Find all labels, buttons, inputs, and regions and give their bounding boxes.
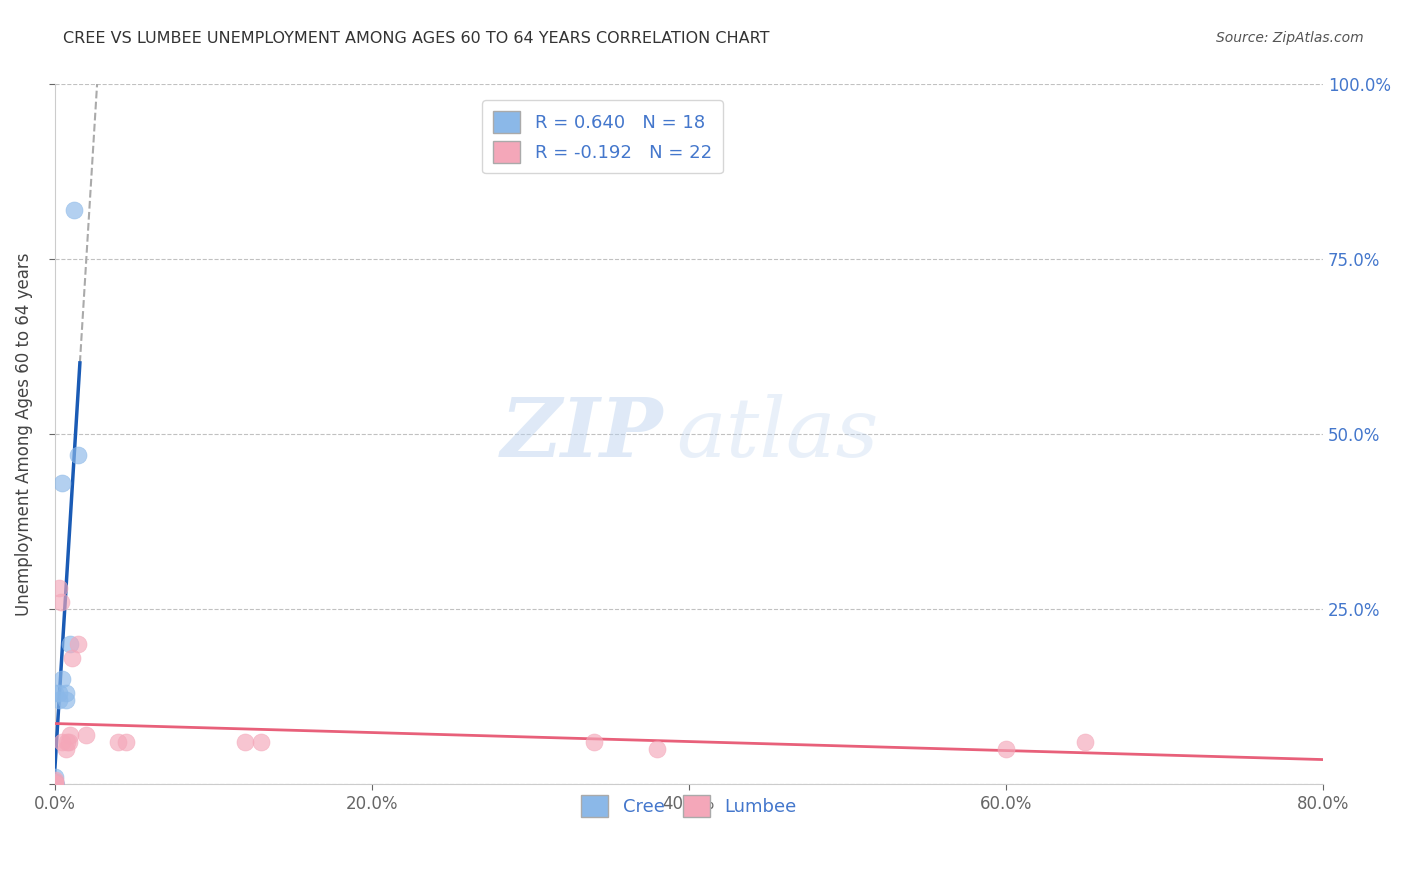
Point — [62, 203, 84, 218]
Point — [44, 686, 66, 700]
Point — [44, 777, 66, 791]
Text: CREE VS LUMBEE UNEMPLOYMENT AMONG AGES 60 TO 64 YEARS CORRELATION CHART: CREE VS LUMBEE UNEMPLOYMENT AMONG AGES 6… — [63, 31, 769, 46]
Point — [51, 673, 73, 687]
Point — [44, 777, 66, 791]
Point — [51, 735, 73, 749]
Point — [56, 735, 79, 749]
Point — [249, 735, 271, 749]
Point — [67, 637, 90, 651]
Point — [59, 637, 82, 651]
Point — [44, 776, 66, 790]
Point — [44, 777, 66, 791]
Point — [1074, 735, 1097, 749]
Point — [55, 686, 77, 700]
Point — [44, 777, 66, 791]
Point — [49, 595, 72, 609]
Y-axis label: Unemployment Among Ages 60 to 64 years: Unemployment Among Ages 60 to 64 years — [15, 252, 32, 616]
Point — [44, 777, 66, 791]
Point — [59, 728, 82, 742]
Point — [44, 771, 66, 785]
Point — [994, 742, 1017, 756]
Text: ZIP: ZIP — [501, 394, 664, 475]
Point — [44, 773, 66, 788]
Point — [75, 728, 97, 742]
Point — [645, 742, 668, 756]
Point — [233, 735, 256, 749]
Text: Source: ZipAtlas.com: Source: ZipAtlas.com — [1216, 31, 1364, 45]
Point — [44, 777, 66, 791]
Point — [44, 774, 66, 789]
Point — [67, 449, 90, 463]
Legend: Cree, Lumbee: Cree, Lumbee — [574, 788, 804, 824]
Point — [58, 735, 80, 749]
Point — [48, 582, 70, 596]
Point — [44, 775, 66, 789]
Point — [48, 686, 70, 700]
Point — [55, 742, 77, 756]
Point — [55, 693, 77, 707]
Point — [48, 693, 70, 707]
Point — [582, 735, 605, 749]
Point — [44, 774, 66, 789]
Text: atlas: atlas — [676, 394, 879, 475]
Point — [107, 735, 129, 749]
Point — [51, 476, 73, 491]
Point — [115, 735, 138, 749]
Point — [60, 651, 83, 665]
